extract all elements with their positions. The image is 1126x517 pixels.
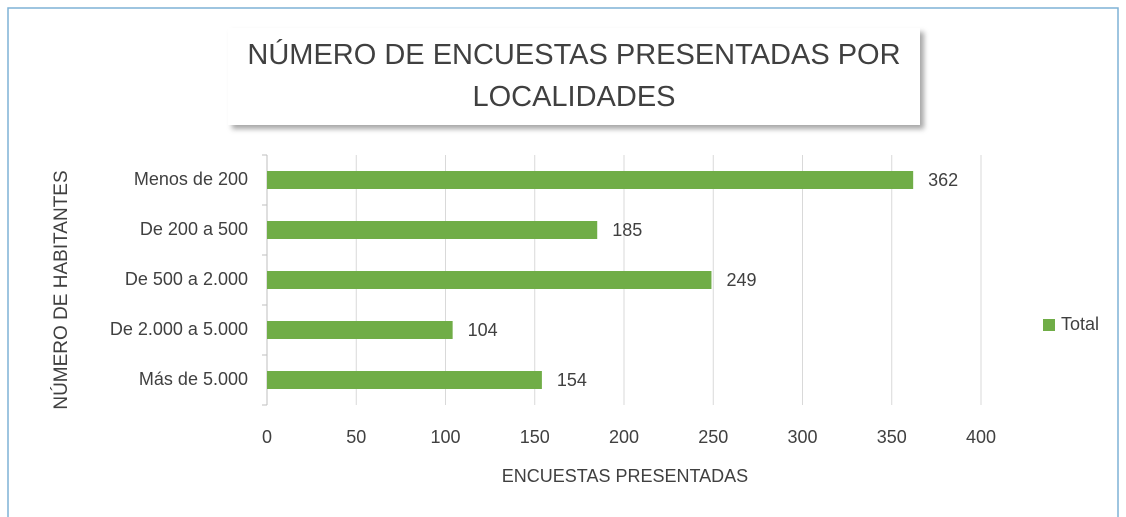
y-tick-label: Menos de 200 xyxy=(134,169,248,189)
legend-swatch xyxy=(1043,319,1055,331)
data-label: 249 xyxy=(726,270,756,290)
chart-border xyxy=(7,7,1119,517)
x-tick-label: 350 xyxy=(877,427,907,447)
x-axis-title: ENCUESTAS PRESENTADAS xyxy=(502,466,748,486)
x-tick-label: 200 xyxy=(609,427,639,447)
x-tick-label: 50 xyxy=(346,427,366,447)
y-tick-label: De 500 a 2.000 xyxy=(125,269,248,289)
x-tick-label: 300 xyxy=(787,427,817,447)
y-axis-title: NÚMERO DE HABITANTES xyxy=(50,170,72,409)
data-label: 362 xyxy=(928,170,958,190)
legend-label: Total xyxy=(1061,314,1099,334)
data-label: 185 xyxy=(612,220,642,240)
bar xyxy=(267,371,542,389)
y-tick-label: De 2.000 a 5.000 xyxy=(110,319,248,339)
y-tick-label: De 200 a 500 xyxy=(140,219,248,239)
bar xyxy=(267,171,914,189)
data-label: 104 xyxy=(468,320,498,340)
x-tick-label: 100 xyxy=(430,427,460,447)
chart-title: NÚMERO DE ENCUESTAS PRESENTADAS POR LOCA… xyxy=(228,28,920,125)
bar xyxy=(267,221,598,239)
data-label: 154 xyxy=(557,370,587,390)
y-tick-label: Más de 5.000 xyxy=(139,369,248,389)
bar xyxy=(267,271,712,289)
x-tick-label: 400 xyxy=(966,427,996,447)
x-tick-label: 0 xyxy=(262,427,272,447)
x-tick-label: 250 xyxy=(698,427,728,447)
bar xyxy=(267,321,453,339)
x-tick-label: 150 xyxy=(520,427,550,447)
